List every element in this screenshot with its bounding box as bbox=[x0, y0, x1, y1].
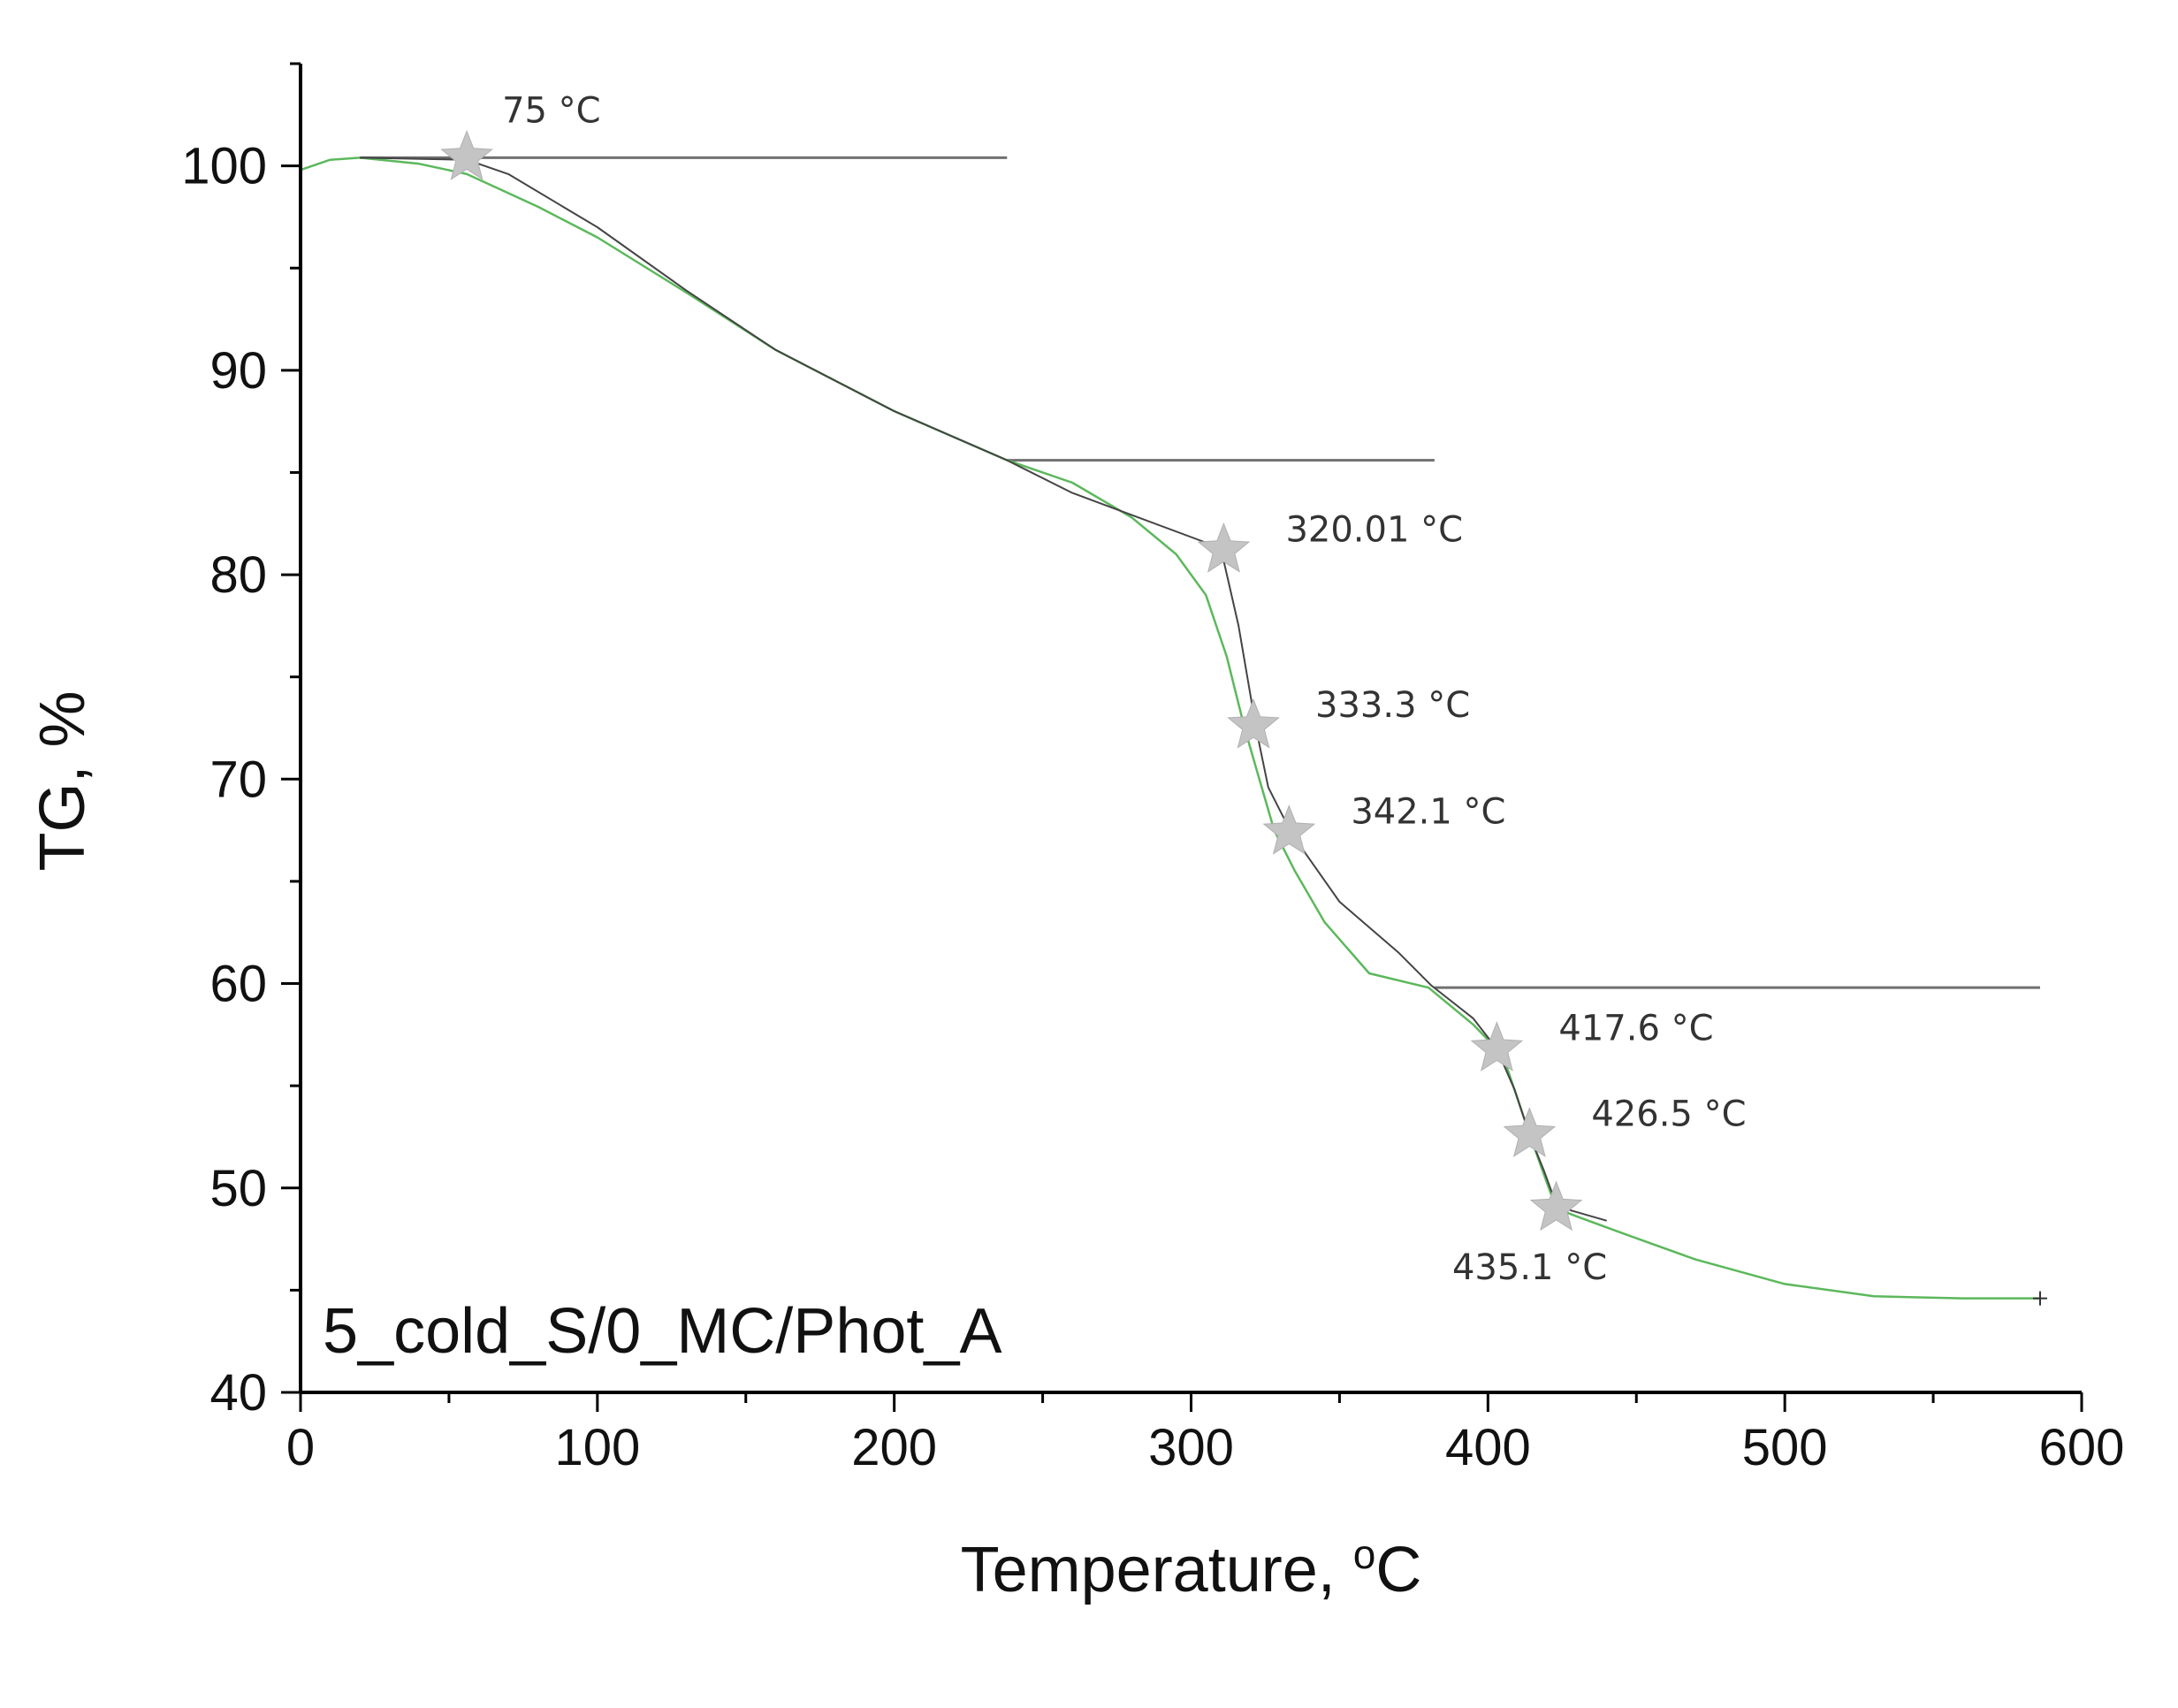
x-axis-title-unit: C bbox=[1375, 1535, 1421, 1605]
x-tick-label-200: 200 bbox=[851, 1419, 937, 1476]
annotation-label-5: 417.6 °C bbox=[1558, 1009, 1713, 1049]
x-tick-label-600: 600 bbox=[2039, 1419, 2125, 1476]
annotation-label-3: 333.3 °C bbox=[1315, 685, 1470, 726]
marker-star-5 bbox=[1470, 1021, 1524, 1071]
y-tick-label-40: 40 bbox=[209, 1364, 267, 1422]
x-tick-label-100: 100 bbox=[554, 1419, 640, 1476]
marker-star-2 bbox=[1197, 522, 1251, 573]
axes bbox=[299, 64, 2082, 1394]
marker-star-4 bbox=[1262, 804, 1316, 855]
annotation-label-6: 426.5 °C bbox=[1591, 1094, 1746, 1135]
annotation-label-1: 75 °C bbox=[502, 90, 601, 131]
y-tick-label-50: 50 bbox=[209, 1160, 267, 1217]
marker-star-6 bbox=[1503, 1107, 1557, 1158]
sample-label: 5_cold_S/0_MC/Phot_A bbox=[323, 1296, 1001, 1367]
annotation-label-2: 320.01 °C bbox=[1285, 509, 1463, 550]
x-tick-label-400: 400 bbox=[1445, 1419, 1531, 1476]
plot-area: 75 °C 320.01 °C 333.3 °C 342.1 °C 417.6 °C 42… bbox=[300, 90, 2047, 1306]
x-tick-label-300: 300 bbox=[1148, 1419, 1234, 1476]
end-marker bbox=[2032, 1291, 2047, 1306]
marker-star-1 bbox=[440, 130, 493, 180]
y-axis-title: TG, % bbox=[27, 690, 98, 871]
axis-ticks: 0 100 200 300 400 500 600 40 50 60 70 80 90 100 bbox=[181, 62, 2125, 1476]
y-tick-label-90: 90 bbox=[209, 342, 267, 400]
marker-star-7 bbox=[1529, 1180, 1583, 1231]
annotation-label-7: 435.1 °C bbox=[1452, 1247, 1607, 1288]
x-tick-label-500: 500 bbox=[1742, 1419, 1828, 1476]
x-axis-title-degree: o bbox=[1353, 1531, 1376, 1577]
x-axis-title: Temperature, oC bbox=[961, 1531, 1422, 1605]
y-tick-label-60: 60 bbox=[209, 956, 267, 1013]
y-tick-label-70: 70 bbox=[209, 751, 267, 808]
marker-star-3 bbox=[1227, 698, 1280, 749]
y-tick-label-100: 100 bbox=[181, 138, 267, 195]
x-axis-title-text: Temperature, bbox=[961, 1535, 1353, 1605]
y-tick-label-80: 80 bbox=[209, 546, 267, 604]
annotation-label-4: 342.1 °C bbox=[1351, 791, 1505, 832]
x-tick-label-0: 0 bbox=[286, 1419, 315, 1476]
tg-curve-line bbox=[300, 156, 2040, 1300]
